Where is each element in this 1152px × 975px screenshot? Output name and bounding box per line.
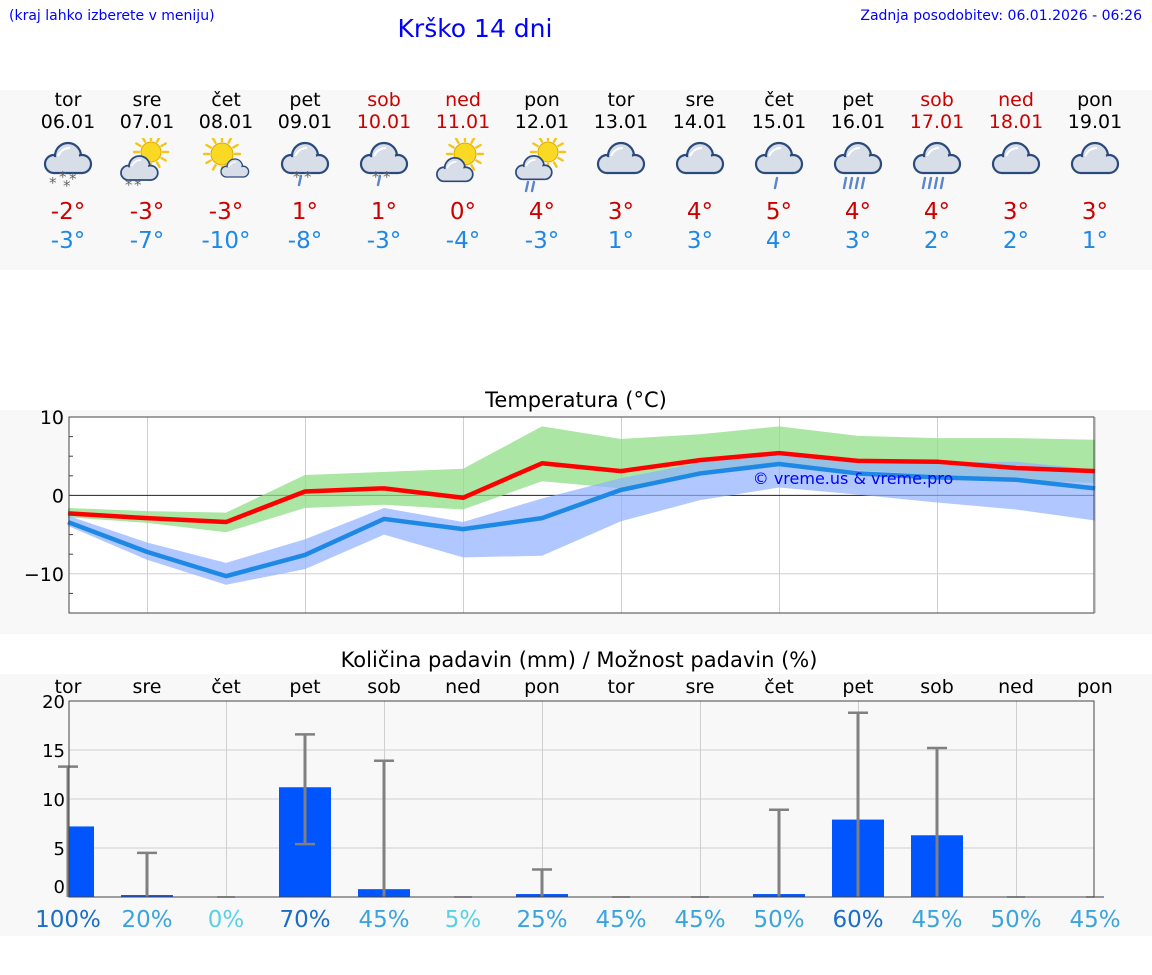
min-temperature: -3° (524, 228, 560, 254)
cloud-snow-icon: * *** (43, 141, 93, 194)
min-temperature: -7° (129, 228, 165, 254)
last-update: Zadnja posodobitev: 06.01.2026 - 06:26 (860, 8, 1142, 24)
min-temperature: 3° (844, 228, 872, 254)
day-date: 07.01 (119, 111, 175, 133)
max-temperature: 4° (686, 199, 714, 225)
cloud-rain-icon (833, 141, 883, 190)
day-date: 06.01 (40, 111, 96, 133)
min-temperature: 2° (1002, 228, 1030, 254)
max-temperature: 3° (1081, 199, 1109, 225)
day-name: sob (920, 89, 954, 111)
day-name: ned (998, 89, 1034, 111)
day-date: 15.01 (751, 111, 807, 133)
svg-text:*: * (304, 168, 312, 186)
day-name: sre (685, 89, 715, 111)
max-temperature: -3° (129, 199, 165, 225)
min-temperature: 1° (1081, 228, 1109, 254)
day-name: tor (607, 89, 635, 111)
day-name: čet (211, 89, 241, 111)
day-name: sre (132, 89, 162, 111)
menu-note: (kraj lahko izberete v meniju) (9, 8, 215, 24)
min-temperature: -3° (50, 228, 86, 254)
min-temperature: -4° (445, 228, 481, 254)
precipitation-chart-title: Količina padavin (mm) / Možnost padavin … (340, 648, 818, 672)
max-temperature: 3° (607, 199, 635, 225)
max-temperature: 4° (844, 199, 872, 225)
day-date: 17.01 (909, 111, 965, 133)
cloud-icon (675, 141, 725, 175)
max-temperature: 3° (1002, 199, 1030, 225)
svg-text:*: * (49, 174, 57, 192)
day-name: pon (1077, 89, 1113, 111)
cloud-sleet-icon: * * (359, 141, 409, 187)
day-date: 10.01 (356, 111, 412, 133)
cloud-icon (991, 141, 1041, 175)
temperature-chart-title: Temperatura (°C) (485, 388, 667, 412)
svg-text:*: * (59, 168, 67, 186)
max-temperature: -2° (50, 199, 86, 225)
svg-text:*: * (63, 177, 71, 194)
max-temperature: 0° (449, 199, 477, 225)
day-name: pon (524, 89, 560, 111)
min-temperature: 1° (607, 228, 635, 254)
day-name: pet (842, 89, 874, 111)
day-date: 08.01 (198, 111, 254, 133)
day-date: 13.01 (593, 111, 649, 133)
max-temperature: 5° (765, 199, 793, 225)
svg-text:*: * (372, 168, 380, 186)
svg-text:*: * (134, 176, 142, 194)
svg-text:*: * (293, 168, 301, 186)
svg-text:*: * (69, 170, 77, 188)
min-temperature: -8° (287, 228, 323, 254)
day-date: 18.01 (988, 111, 1044, 133)
day-name: pet (289, 89, 321, 111)
min-temperature: 3° (686, 228, 714, 254)
day-name: ned (445, 89, 481, 111)
max-temperature: 1° (291, 199, 319, 225)
cloud-light-rain-icon (754, 141, 804, 190)
svg-text:*: * (125, 176, 133, 194)
day-name: tor (54, 89, 82, 111)
cloud-icon (1070, 141, 1120, 175)
day-date: 11.01 (435, 111, 491, 133)
min-temperature: -3° (366, 228, 402, 254)
temperature-panel (0, 410, 1152, 634)
day-date: 16.01 (830, 111, 886, 133)
sun-cloud-rain-icon (515, 138, 567, 193)
day-date: 19.01 (1067, 111, 1123, 133)
cloud-sleet-icon: * * (280, 141, 330, 187)
forecast-strip: tor 06.01 * * * * -2° -3° sre 07.01 * * -3° -7° čet 08.… (0, 90, 1152, 270)
sun-cloud-snow-icon: * * (120, 138, 170, 194)
cloud-rain-icon (912, 141, 962, 190)
svg-text:*: * (383, 168, 391, 186)
day-date: 14.01 (672, 111, 728, 133)
day-name: čet (764, 89, 794, 111)
day-name: sob (367, 89, 401, 111)
max-temperature: -3° (208, 199, 244, 225)
min-temperature: 4° (765, 228, 793, 254)
sun-cloud-icon (436, 138, 485, 183)
min-temperature: 2° (923, 228, 951, 254)
page-title: Krško 14 dni (397, 14, 553, 43)
max-temperature: 4° (528, 199, 556, 225)
day-date: 12.01 (514, 111, 570, 133)
max-temperature: 4° (923, 199, 951, 225)
cloud-icon (596, 141, 646, 175)
sun-small-cloud-icon (202, 138, 250, 178)
max-temperature: 1° (370, 199, 398, 225)
min-temperature: -10° (201, 228, 251, 254)
precipitation-panel (0, 674, 1152, 936)
day-date: 09.01 (277, 111, 333, 133)
